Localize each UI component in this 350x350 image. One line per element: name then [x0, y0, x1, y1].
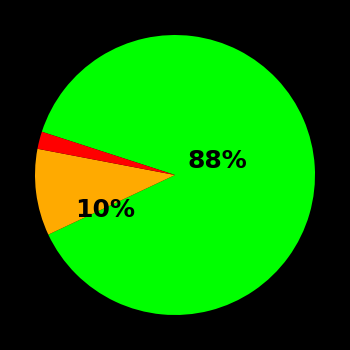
- Text: 10%: 10%: [75, 198, 135, 222]
- Text: 88%: 88%: [187, 149, 247, 173]
- Wedge shape: [37, 132, 175, 175]
- Wedge shape: [35, 149, 175, 234]
- Wedge shape: [42, 35, 315, 315]
